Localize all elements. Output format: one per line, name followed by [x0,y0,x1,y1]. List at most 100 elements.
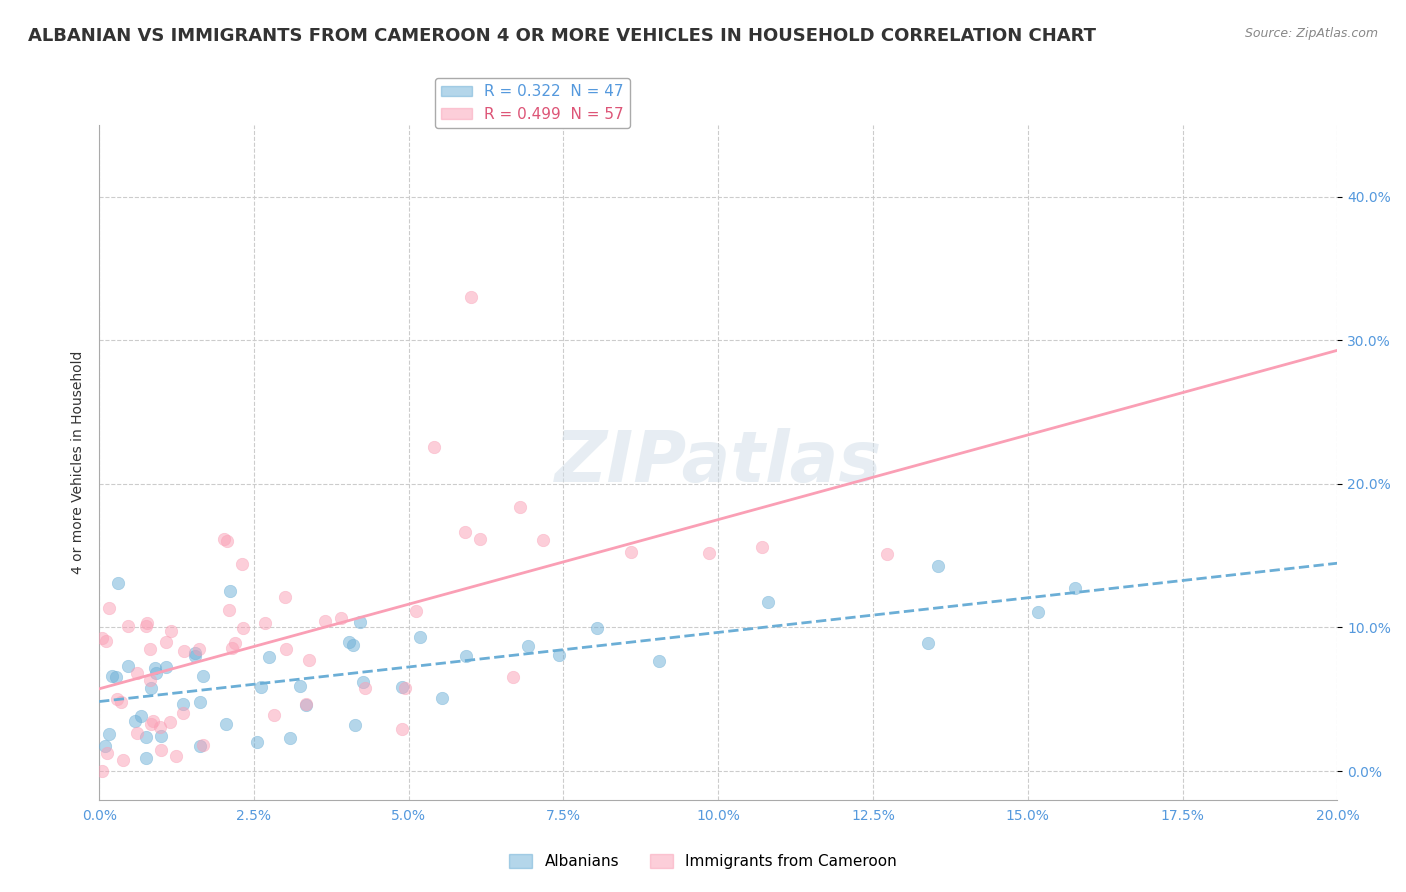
Point [188,642,211,657]
Point [394,681,416,695]
Point [344,718,367,732]
Point [454,648,477,663]
Point [184,646,207,660]
Point [188,695,211,709]
Point [586,621,609,635]
Point [246,735,269,749]
Point [94,634,117,648]
Point [97,601,120,615]
Point [224,636,246,650]
Point [314,614,336,628]
Point [191,738,214,752]
Point [150,730,173,744]
Point [104,670,127,684]
Point [215,717,238,731]
Point [548,648,571,663]
Point [232,621,254,635]
Point [91,764,114,778]
Point [221,641,243,656]
Point [91,631,114,645]
Point [423,440,446,454]
Point [145,665,167,680]
Point [127,666,149,681]
Point [391,722,413,736]
Text: ZIPatlas: ZIPatlas [554,428,882,497]
Point [94,739,117,754]
Point [215,533,238,548]
Point [135,730,157,744]
Point [502,670,524,684]
Point [135,618,157,632]
Point [135,751,157,765]
Point [139,641,162,656]
Point [342,638,364,652]
Point [917,636,939,650]
Point [155,660,177,674]
Point [142,714,165,728]
Point [149,720,172,734]
Point [212,532,235,546]
Point [295,697,318,711]
Point [354,681,377,695]
Point [117,619,139,633]
Point [218,603,240,617]
Point [927,559,949,574]
Point [756,595,779,609]
Point [1026,605,1049,619]
Point [143,661,166,675]
Point [172,706,194,721]
Point [155,635,177,649]
Point [127,726,149,740]
Point [454,525,477,540]
Point [876,548,898,562]
Point [165,749,187,764]
Point [249,680,271,694]
Point [138,673,160,688]
Point [184,648,207,663]
Point [330,611,353,625]
Point [460,290,482,304]
Text: Source: ZipAtlas.com: Source: ZipAtlas.com [1244,27,1378,40]
Point [290,679,312,693]
Point [101,669,124,683]
Point [509,500,531,514]
Point [110,695,132,709]
Text: ALBANIAN VS IMMIGRANTS FROM CAMEROON 4 OR MORE VEHICLES IN HOUSEHOLD CORRELATION: ALBANIAN VS IMMIGRANTS FROM CAMEROON 4 O… [28,27,1097,45]
Point [274,642,297,657]
Point [173,644,195,658]
Point [531,533,554,548]
Point [274,590,297,604]
Legend: R = 0.322  N = 47, R = 0.499  N = 57: R = 0.322 N = 47, R = 0.499 N = 57 [436,78,630,128]
Point [405,604,427,618]
Point [620,545,643,559]
Point [430,691,453,706]
Point [648,654,671,668]
Point [409,630,432,644]
Point [136,616,159,631]
Point [97,726,120,740]
Point [129,709,152,723]
Point [349,615,371,630]
Point [1064,582,1087,596]
Point [107,576,129,591]
Point [124,714,146,729]
Point [159,715,181,730]
Point [160,624,183,639]
Point [117,658,139,673]
Point [516,639,538,653]
Y-axis label: 4 or more Vehicles in Household: 4 or more Vehicles in Household [72,351,86,574]
Point [337,635,360,649]
Point [278,731,301,745]
Point [254,615,277,630]
Point [172,698,194,712]
Point [218,584,240,599]
Point [105,691,128,706]
Point [141,681,163,696]
Point [263,708,285,723]
Point [111,753,134,767]
Point [96,746,118,760]
Point [751,540,773,554]
Point [150,743,173,757]
Point [352,675,374,690]
Point [391,680,413,694]
